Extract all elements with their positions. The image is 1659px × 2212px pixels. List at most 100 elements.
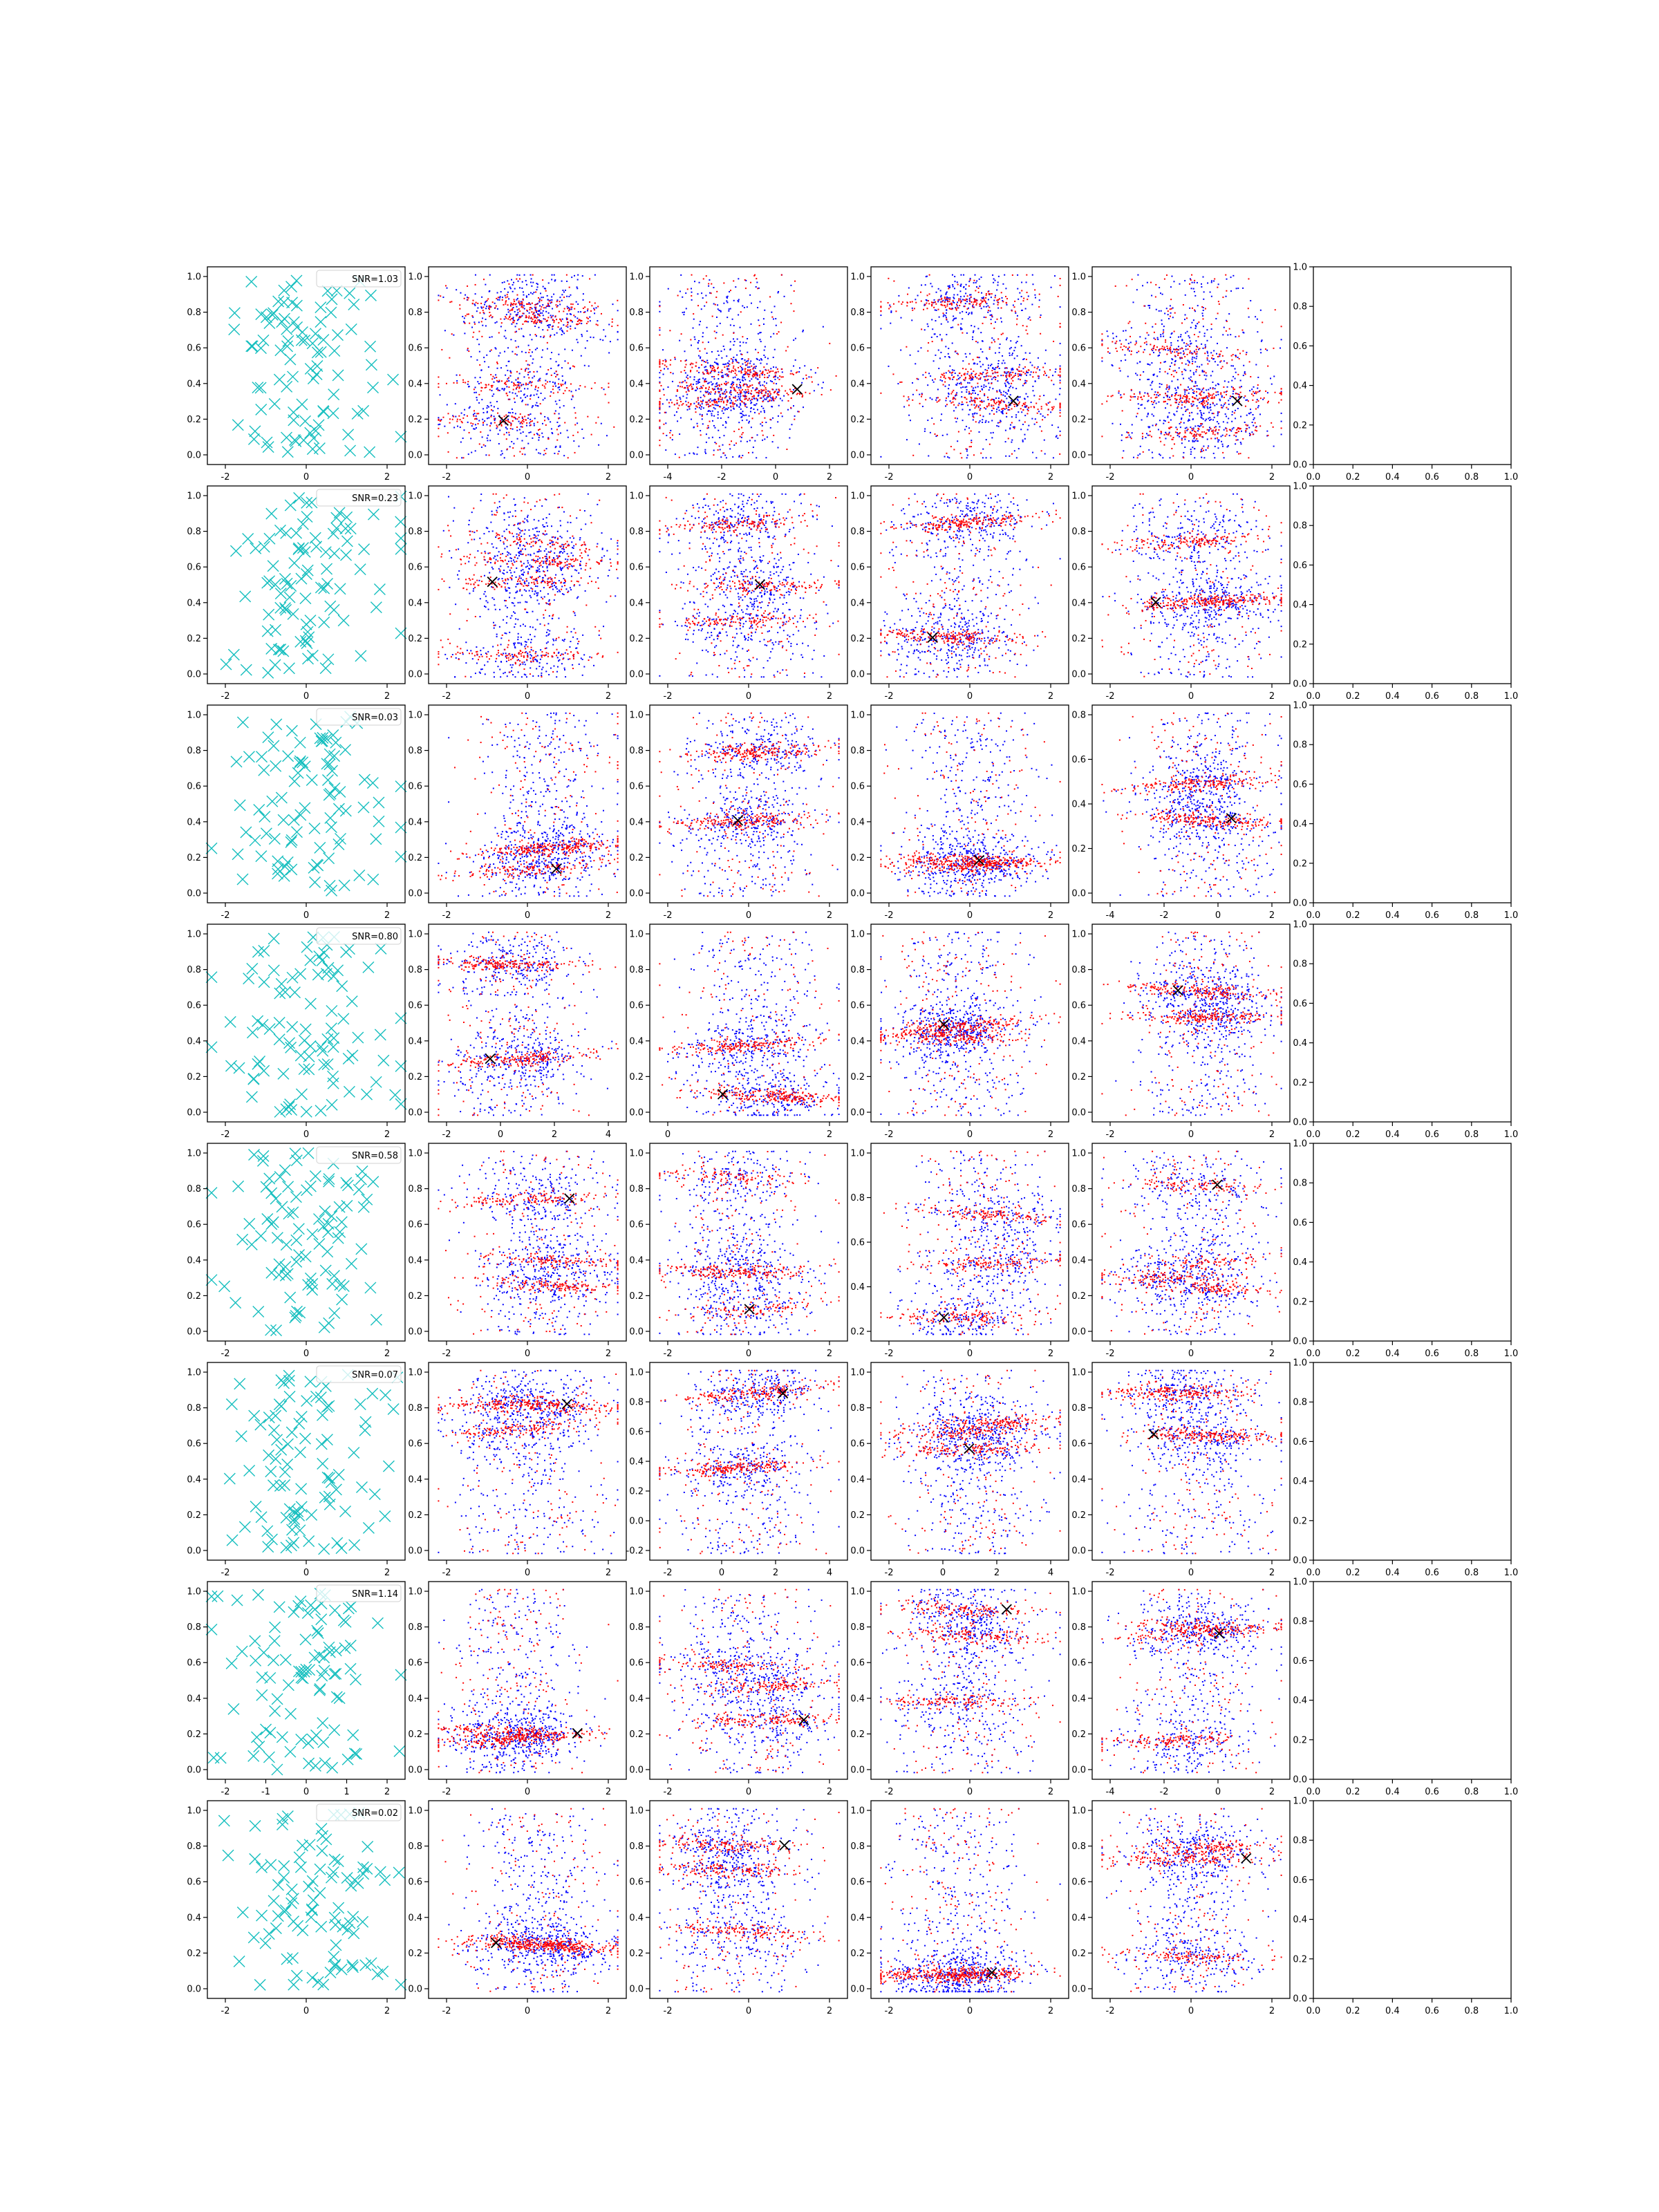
data-point-x — [285, 354, 296, 365]
blue-point — [542, 349, 543, 350]
blue-point — [515, 413, 516, 414]
blue-point — [521, 315, 523, 317]
blue-point — [588, 366, 590, 367]
blue-point — [561, 281, 563, 282]
blue-point — [603, 329, 604, 330]
blue-point — [598, 444, 599, 446]
blue-point — [516, 323, 518, 324]
blue-point — [457, 426, 458, 427]
blue-point — [579, 388, 580, 390]
blue-point — [507, 347, 509, 348]
legend: SNR=1.03 — [317, 270, 401, 287]
blue-point — [467, 422, 469, 423]
blue-point — [464, 317, 465, 319]
blue-point — [559, 451, 560, 452]
blue-point — [523, 335, 524, 337]
blue-point — [481, 447, 482, 448]
data-point-x — [282, 447, 293, 458]
blue-point — [556, 422, 558, 423]
data-point-x — [263, 442, 274, 453]
blue-point — [559, 445, 561, 447]
blue-point — [536, 402, 537, 404]
blue-point — [548, 419, 550, 420]
blue-point — [519, 429, 521, 430]
data-point-x — [250, 426, 261, 437]
blue-point — [528, 302, 529, 303]
blue-point — [539, 310, 541, 312]
blue-point — [516, 395, 518, 397]
blue-point — [535, 404, 536, 406]
blue-point — [514, 402, 516, 403]
blue-point — [496, 401, 498, 402]
blue-point — [536, 393, 538, 395]
blue-point — [512, 284, 514, 285]
blue-point — [559, 413, 560, 415]
blue-point — [498, 355, 500, 357]
blue-point — [578, 311, 579, 312]
blue-point — [532, 438, 533, 439]
blue-point — [476, 427, 477, 429]
blue-point — [463, 321, 465, 322]
blue-point — [541, 297, 542, 298]
blue-point — [518, 421, 520, 422]
blue-point — [482, 419, 483, 420]
blue-point — [542, 329, 543, 330]
blue-point — [501, 388, 503, 390]
blue-point — [516, 299, 517, 301]
blue-point — [551, 296, 552, 297]
blue-point — [545, 311, 547, 312]
blue-point — [580, 311, 581, 312]
blue-point — [460, 442, 462, 443]
blue-point — [505, 337, 507, 339]
blue-point — [545, 288, 546, 290]
blue-point — [563, 455, 565, 456]
blue-point — [577, 317, 578, 319]
blue-point — [603, 388, 605, 390]
blue-point — [578, 446, 579, 447]
blue-point — [501, 450, 503, 451]
blue-point — [567, 306, 568, 308]
blue-point — [541, 357, 543, 358]
blue-point — [518, 281, 519, 282]
blue-point — [538, 327, 539, 328]
data-point-x — [269, 398, 280, 409]
blue-point — [481, 297, 482, 298]
blue-point — [461, 413, 462, 414]
blue-point — [581, 335, 583, 337]
blue-point — [572, 350, 573, 351]
data-point-x — [346, 324, 357, 335]
blue-point — [484, 361, 485, 362]
blue-point — [499, 297, 500, 299]
blue-point — [564, 348, 565, 350]
data-point-x — [256, 404, 267, 415]
blue-point — [550, 358, 552, 359]
blue-point — [577, 279, 579, 281]
y-tick-label: 0.8 — [187, 308, 201, 318]
blue-point — [479, 351, 480, 353]
blue-point — [608, 352, 610, 353]
blue-point — [593, 337, 594, 338]
blue-point — [507, 292, 509, 293]
blue-point — [505, 375, 506, 376]
blue-point — [500, 326, 502, 327]
blue-point — [542, 436, 543, 438]
blue-point — [534, 375, 535, 377]
data-point-x — [318, 335, 329, 346]
blue-point — [529, 413, 531, 415]
blue-point — [493, 393, 494, 395]
blue-point — [482, 436, 483, 438]
blue-point — [561, 334, 563, 335]
blue-point — [524, 308, 525, 310]
blue-point — [485, 301, 486, 303]
blue-point — [520, 382, 521, 384]
blue-point — [504, 457, 505, 458]
blue-point — [543, 315, 544, 316]
blue-point — [530, 355, 532, 357]
blue-point — [523, 431, 524, 433]
blue-point — [438, 417, 439, 418]
blue-point — [574, 275, 575, 276]
blue-point — [535, 349, 536, 350]
blue-point — [516, 306, 517, 308]
blue-point — [536, 289, 537, 290]
blue-point — [605, 336, 606, 337]
